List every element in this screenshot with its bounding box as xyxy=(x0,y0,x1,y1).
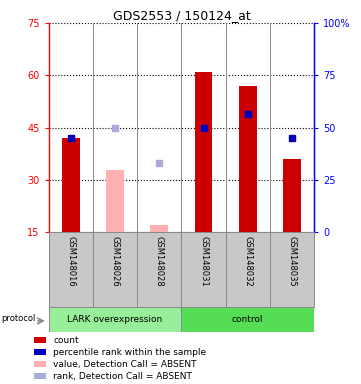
Bar xyxy=(34,373,46,379)
Bar xyxy=(182,307,314,332)
Text: GSM148032: GSM148032 xyxy=(243,236,252,287)
Text: LARK overexpression: LARK overexpression xyxy=(68,315,163,324)
Text: rank, Detection Call = ABSENT: rank, Detection Call = ABSENT xyxy=(53,372,192,381)
Bar xyxy=(62,138,80,232)
Text: GSM148028: GSM148028 xyxy=(155,236,164,287)
Text: count: count xyxy=(53,336,79,344)
Bar xyxy=(49,307,182,332)
Bar xyxy=(34,361,46,367)
Text: percentile rank within the sample: percentile rank within the sample xyxy=(53,348,206,357)
Text: GSM148026: GSM148026 xyxy=(110,236,119,287)
Bar xyxy=(34,349,46,355)
Bar xyxy=(283,159,301,232)
Text: GSM148016: GSM148016 xyxy=(66,236,75,287)
Text: GSM148031: GSM148031 xyxy=(199,236,208,287)
Text: control: control xyxy=(232,315,264,324)
Bar xyxy=(151,225,168,232)
Bar xyxy=(34,337,46,343)
Bar xyxy=(239,86,257,232)
Text: GSM148035: GSM148035 xyxy=(287,236,296,287)
Bar xyxy=(195,72,212,232)
Text: value, Detection Call = ABSENT: value, Detection Call = ABSENT xyxy=(53,359,197,369)
Title: GDS2553 / 150124_at: GDS2553 / 150124_at xyxy=(113,9,250,22)
Bar xyxy=(106,170,124,232)
Text: protocol: protocol xyxy=(1,314,35,323)
